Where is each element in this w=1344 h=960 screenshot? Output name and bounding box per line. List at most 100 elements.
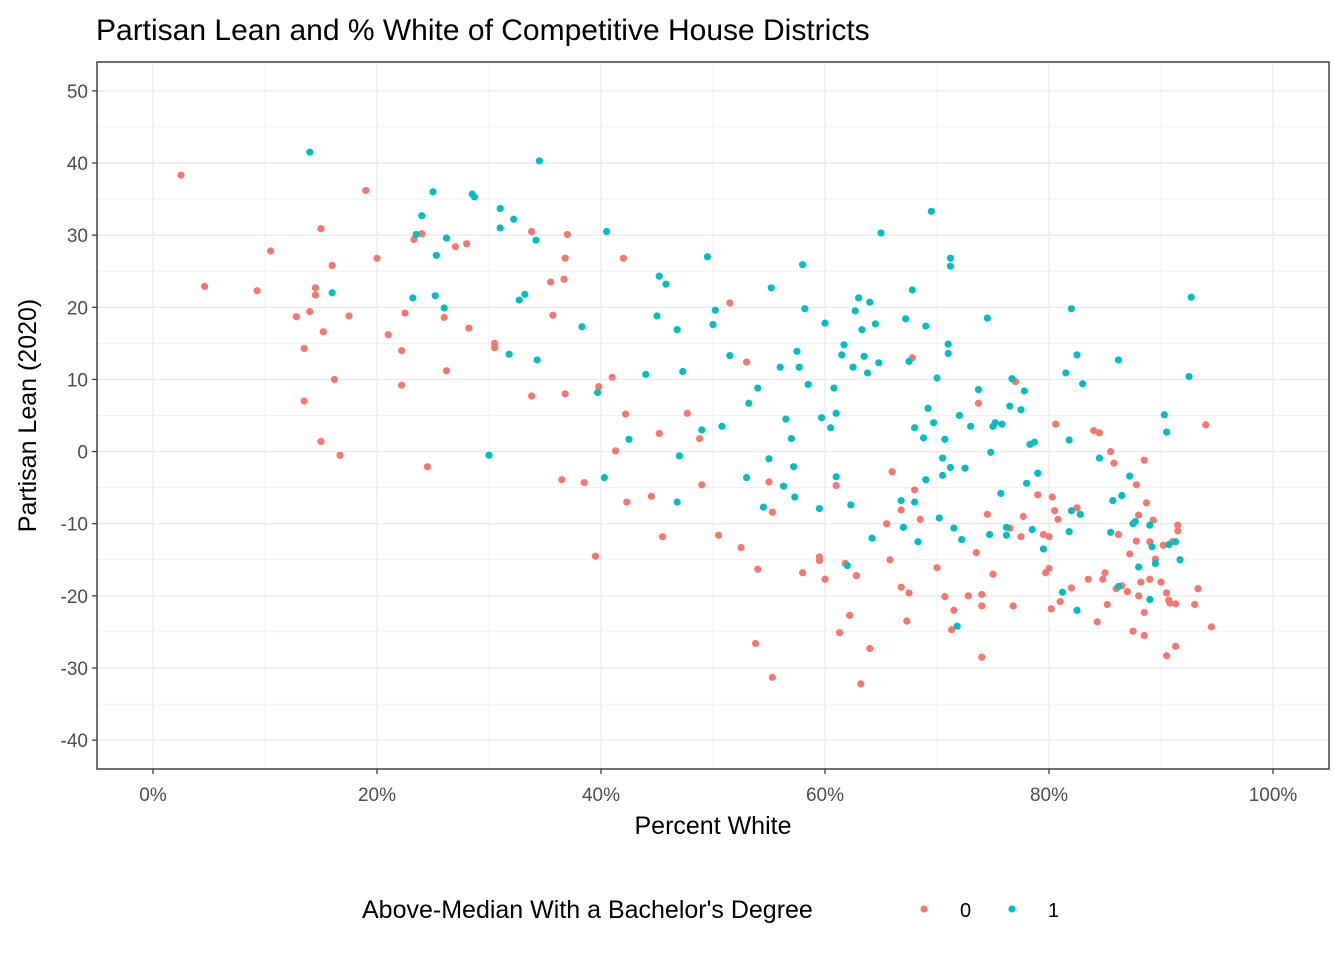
data-point-series-1	[955, 411, 964, 420]
y-tick-label: 0	[77, 443, 88, 464]
data-point-series-1	[967, 422, 975, 430]
data-point-series-0	[1039, 530, 1047, 539]
data-point-series-1	[1118, 491, 1126, 500]
data-point-series-0	[253, 287, 261, 295]
data-point-series-1	[830, 384, 838, 392]
data-point-series-1	[1109, 497, 1117, 505]
data-point-series-0	[832, 481, 840, 490]
x-axis-title: Percent White	[634, 812, 791, 840]
y-tick-label: 40	[67, 154, 88, 175]
data-point-series-0	[401, 309, 409, 317]
data-point-series-0	[1107, 447, 1115, 456]
data-point-series-0	[647, 492, 656, 500]
data-point-series-1	[409, 294, 417, 302]
data-point-series-1	[1126, 472, 1134, 480]
data-point-series-0	[306, 308, 314, 316]
data-point-series-1	[827, 424, 835, 432]
data-point-series-1	[485, 451, 493, 459]
data-point-series-0	[1009, 602, 1017, 610]
legend-key-0	[920, 905, 928, 913]
x-tick-label: 80%	[1030, 785, 1068, 806]
data-point-series-0	[846, 611, 854, 619]
data-point-series-1	[470, 193, 479, 201]
data-point-series-1	[767, 284, 775, 292]
data-point-series-0	[1140, 631, 1148, 640]
data-point-series-0	[857, 680, 865, 688]
data-point-series-0	[622, 410, 630, 418]
data-point-series-0	[440, 313, 448, 321]
y-axis-title: Partisan Lean (2020)	[14, 299, 42, 532]
data-point-series-0	[1110, 459, 1118, 467]
data-point-series-0	[362, 186, 370, 195]
data-point-series-1	[1065, 528, 1073, 536]
data-point-series-1	[935, 514, 943, 522]
data-point-series-0	[1048, 493, 1056, 501]
data-point-series-1	[1176, 556, 1184, 564]
data-point-series-1	[1114, 582, 1123, 591]
major-gridlines	[97, 62, 1329, 769]
data-point-series-1	[1073, 351, 1081, 359]
data-point-series-0	[1052, 420, 1060, 428]
data-point-series-1	[673, 498, 681, 506]
x-tick-label: 0%	[139, 785, 167, 806]
data-point-series-1	[1076, 510, 1084, 518]
data-point-series-0	[695, 434, 704, 443]
data-point-series-1	[533, 356, 541, 364]
data-point-series-1	[496, 224, 504, 232]
panel-border	[96, 61, 1330, 770]
data-point-series-0	[451, 243, 459, 251]
data-point-series-0	[655, 429, 663, 438]
data-point-series-1	[953, 622, 961, 630]
data-point-series-1	[950, 524, 958, 532]
data-point-series-0	[1090, 427, 1098, 435]
data-point-series-0	[591, 552, 600, 560]
data-point-series-0	[903, 617, 911, 625]
data-point-series-1	[510, 215, 518, 223]
data-point-series-0	[317, 225, 325, 233]
data-point-series-1	[851, 307, 859, 315]
data-point-series-0	[1019, 512, 1027, 521]
data-point-series-0	[815, 556, 824, 565]
y-axis: -40 -30 -20 -10 0 10 20 30 40 50	[61, 82, 97, 752]
data-point-series-1	[1006, 402, 1014, 410]
data-point-series-1	[787, 434, 796, 443]
data-point-series-0	[1095, 429, 1103, 437]
data-point-series-1	[944, 340, 952, 348]
data-point-series-0	[442, 367, 451, 375]
data-point-series-1	[625, 435, 633, 443]
data-point-series-0	[743, 358, 751, 366]
data-point-series-0	[964, 592, 972, 600]
data-point-series-1	[673, 326, 681, 334]
data-point-series-1	[1107, 528, 1115, 536]
data-point-series-0	[765, 478, 773, 486]
data-point-series-1	[899, 523, 908, 531]
data-point-series-1	[1030, 438, 1039, 446]
data-point-series-1	[801, 305, 809, 313]
data-point-series-1	[1065, 436, 1073, 444]
data-point-series-0	[947, 626, 956, 634]
data-point-series-1	[924, 404, 932, 412]
data-point-series-1	[855, 294, 863, 302]
data-point-series-1	[1017, 406, 1025, 414]
data-point-series-1	[840, 341, 848, 349]
data-point-series-1	[743, 473, 751, 482]
data-point-series-0	[418, 230, 426, 238]
data-point-series-0	[317, 437, 325, 446]
data-point-series-0	[768, 508, 776, 516]
y-tick-label: 10	[67, 370, 88, 391]
y-tick-label: -30	[61, 659, 88, 680]
data-point-series-0	[267, 247, 275, 255]
x-tick-label: 60%	[806, 785, 844, 806]
data-point-series-0	[886, 556, 894, 564]
data-point-series-0	[1174, 527, 1182, 535]
data-point-series-1	[905, 357, 913, 365]
chart-title: Partisan Lean and % White of Competitive…	[96, 14, 870, 47]
data-point-series-1	[745, 399, 753, 407]
data-point-series-1	[429, 188, 437, 196]
data-point-series-0	[561, 390, 569, 398]
data-point-series-0	[821, 575, 829, 583]
data-point-series-0	[1159, 541, 1167, 549]
data-point-series-0	[683, 409, 691, 417]
